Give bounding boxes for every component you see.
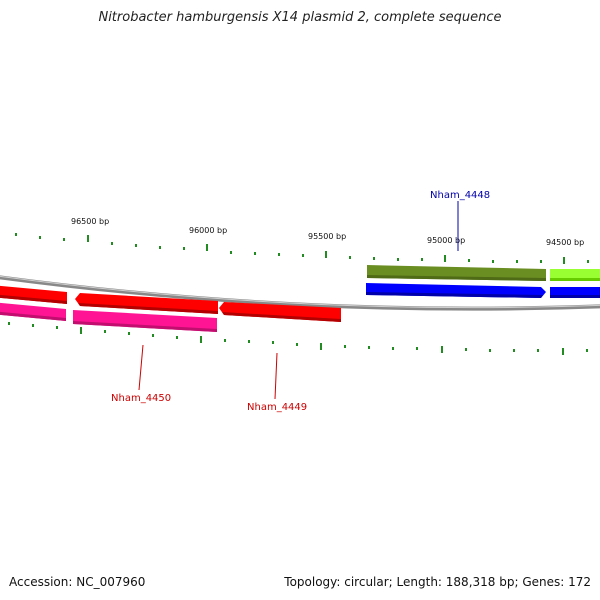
topology-summary-text: Topology: circular; Length: 188,318 bp; …: [284, 575, 591, 589]
tick-label-95000: 95000 bp: [427, 236, 465, 245]
gene-feature-pink-left[interactable]: [0, 302, 66, 321]
cds-reverse-left[interactable]: [0, 285, 67, 304]
leader-line-nham-4449: [274, 352, 278, 400]
cds-forward-next-shade: [550, 295, 600, 298]
cds-reverse-nham-4450[interactable]: [75, 293, 218, 314]
outer-ticks: [15, 233, 589, 264]
map-title: Nitrobacter hamburgensis X14 plasmid 2, …: [98, 10, 502, 25]
plasmid-backbone-highlight: [0, 275, 600, 309]
gene-label-nham-4448[interactable]: Nham_4448: [430, 190, 490, 201]
plasmid-backbone: [0, 275, 600, 311]
cds-reverse-nham-4449-shade: [222, 312, 341, 322]
gene-feature-pink-nham-4450-shade: [73, 321, 217, 332]
cds-reverse-nham-4449[interactable]: [219, 302, 341, 322]
tick-label-96000: 96000 bp: [189, 226, 227, 235]
cds-reverse-left-shade: [0, 294, 67, 304]
gene-feature-pink-left-shade: [0, 311, 66, 321]
gene-label-nham-4449[interactable]: Nham_4449: [247, 402, 307, 413]
leader-line-nham-4450: [138, 344, 144, 391]
cds-forward-nham-4448-shade: [366, 292, 543, 298]
inner-ticks: [8, 322, 588, 355]
gene-label-nham-4450[interactable]: Nham_4450: [111, 393, 171, 404]
cds-reverse-nham-4450-shade: [78, 303, 218, 314]
gene-feature-olive-shade: [367, 275, 546, 281]
gene-feature-lime-shade: [550, 278, 600, 281]
tick-label-95500: 95500 bp: [308, 232, 346, 241]
tick-label-94500: 94500 bp: [546, 238, 584, 247]
accession-text: Accession: NC_007960: [9, 575, 146, 589]
gene-feature-pink-nham-4450[interactable]: [73, 310, 217, 332]
tick-label-96500: 96500 bp: [71, 217, 109, 226]
